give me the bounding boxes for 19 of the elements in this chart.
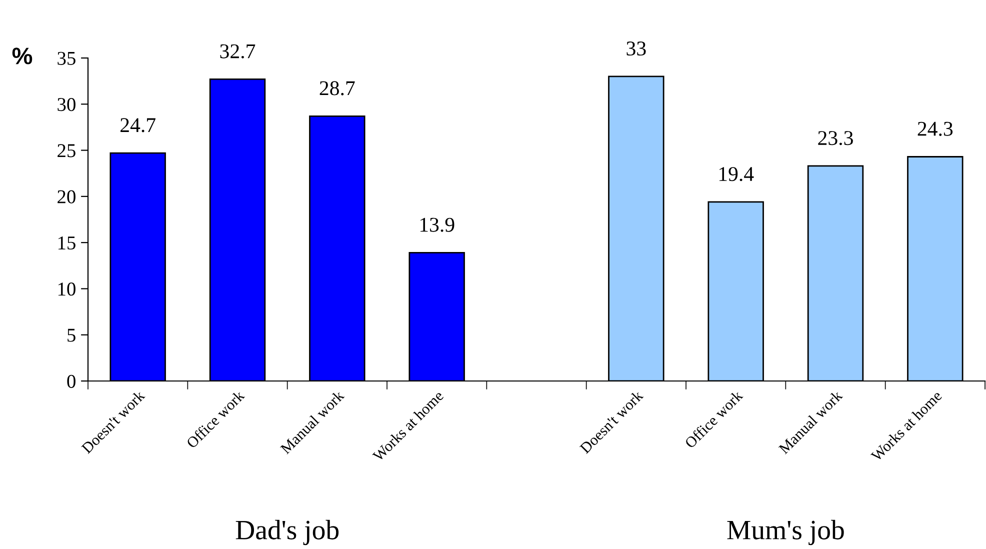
- data-label: 23.3: [818, 131, 853, 146]
- data-label: 32.7: [220, 44, 256, 58]
- y-tick-label: 35: [58, 52, 76, 65]
- y-axis-title: %: [12, 48, 32, 64]
- data-label: 24.7: [120, 118, 156, 132]
- data-label: 24.3: [918, 122, 953, 136]
- y-tick-label: 30: [58, 98, 76, 112]
- y-tick-label: 15: [58, 236, 76, 250]
- data-label: 19.4: [719, 167, 754, 182]
- y-tick-label: 10: [58, 282, 76, 296]
- y-tick-label: 5: [68, 328, 76, 342]
- data-label: 33: [626, 42, 646, 56]
- text: Dad's job: [236, 520, 339, 546]
- text: Mum's job: [727, 520, 844, 546]
- y-tick-label: 25: [58, 144, 76, 158]
- y-tick-label: 20: [58, 190, 76, 204]
- data-label: 13.9: [420, 218, 454, 232]
- y-tick-label: 0: [67, 374, 76, 388]
- data-label: 28.7: [320, 81, 355, 96]
